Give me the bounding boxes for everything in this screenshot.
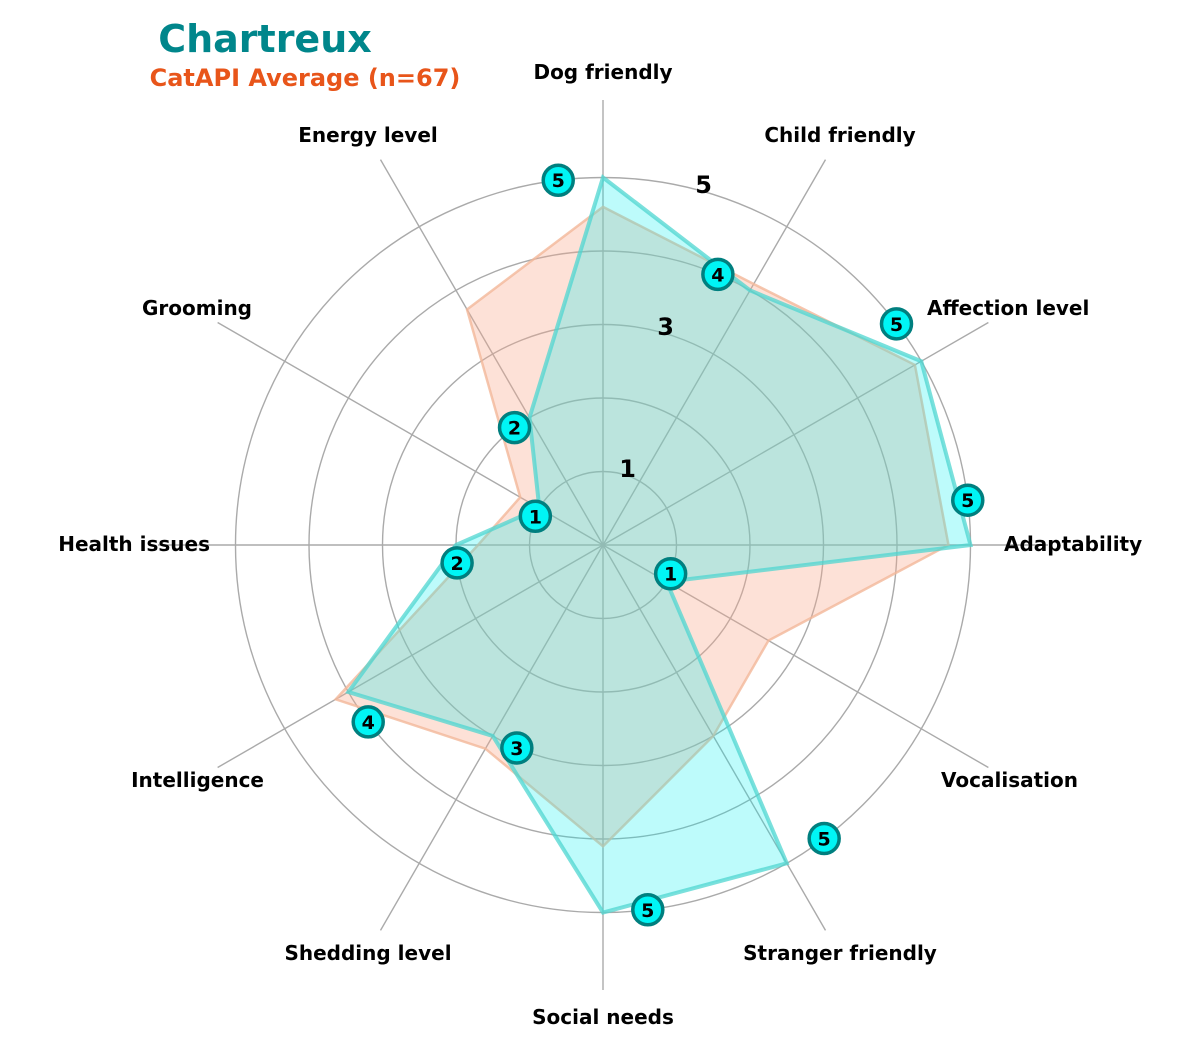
radial-tick-labels: 1 3 5	[619, 171, 712, 483]
grid-spoke	[602, 544, 827, 931]
axis-label-5: Grooming	[142, 296, 252, 320]
data-point-label: 1	[529, 506, 542, 528]
radial-tick-label: 5	[695, 171, 712, 199]
data-point-label: 4	[362, 712, 375, 734]
grid-spoke	[217, 544, 604, 769]
data-point-label: 2	[508, 418, 521, 440]
axis-label-10: Stranger friendly	[743, 941, 937, 965]
axis-label-0: Adaptability	[1004, 532, 1142, 556]
axis-label-3: Dog friendly	[533, 60, 672, 84]
axis-labels: Adaptability Affection level Child friendl…	[58, 60, 1142, 1029]
data-point-label: 5	[552, 170, 565, 192]
data-point-marker	[541, 163, 575, 197]
data-point-marker	[518, 499, 553, 534]
grid-spoke	[379, 159, 604, 546]
series-breed-area	[345, 174, 974, 915]
radial-tick-label: 1	[619, 455, 636, 483]
axis-label-8: Shedding level	[284, 941, 451, 965]
data-point-marker	[500, 731, 534, 765]
axis-label-1: Affection level	[927, 296, 1089, 320]
axis-label-4: Energy level	[298, 123, 438, 147]
grid	[158, 100, 1048, 990]
chart-title: Chartreux	[158, 17, 372, 61]
data-point-marker	[807, 821, 841, 856]
chart-subtitle: CatAPI Average (n=67)	[150, 64, 461, 92]
data-point-label: 5	[641, 900, 654, 922]
data-point-label: 2	[450, 553, 463, 575]
data-point-marker	[951, 483, 985, 517]
data-point-marker	[497, 410, 532, 445]
data-point-label: 5	[818, 828, 831, 850]
data-point-marker	[351, 705, 385, 739]
axis-label-11: Vocalisation	[941, 768, 1078, 792]
data-point-label: 5	[961, 490, 974, 512]
data-point-label: 3	[510, 738, 523, 760]
axis-label-7: Intelligence	[131, 768, 264, 792]
data-point-label: 4	[711, 264, 724, 286]
series-areas	[333, 174, 974, 915]
radial-tick-label: 3	[657, 313, 674, 341]
data-point-marker	[631, 893, 665, 927]
data-markers: 5 5 4 5 2 1 2 4 3 5 5 1	[351, 163, 985, 927]
axis-label-9: Social needs	[532, 1005, 674, 1029]
axis-label-6: Health issues	[58, 532, 210, 556]
data-point-label: 5	[890, 314, 903, 336]
data-point-marker	[653, 556, 688, 591]
grid-spoke	[602, 159, 827, 546]
data-point-label: 1	[664, 564, 677, 586]
data-point-marker	[440, 546, 474, 580]
data-point-marker	[701, 257, 735, 292]
grid-spoke	[602, 321, 989, 546]
series-average-area	[333, 205, 950, 849]
axis-label-2: Child friendly	[764, 123, 915, 147]
data-point-marker	[879, 307, 914, 341]
